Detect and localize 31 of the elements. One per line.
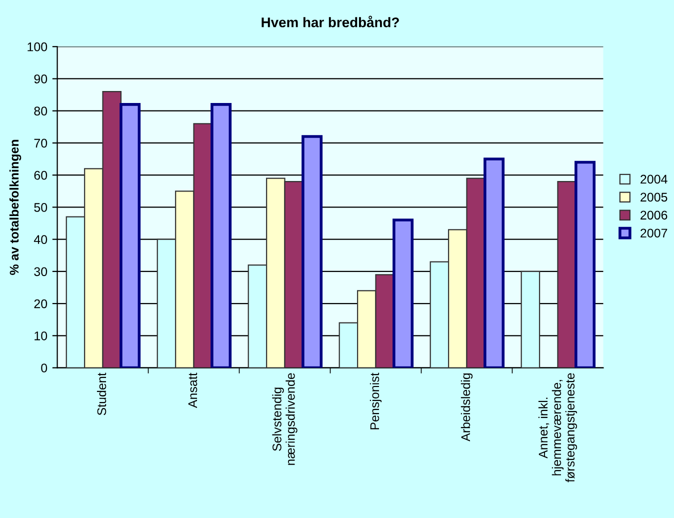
legend-label: 2006: [640, 210, 668, 220]
y-tick-label: 40: [34, 235, 48, 244]
y-tick-label: 10: [34, 331, 48, 340]
bar: [574, 160, 596, 368]
bar: [210, 103, 232, 368]
y-tick-label: 20: [34, 299, 48, 308]
bar: [120, 103, 141, 368]
y-tick-label: 60: [34, 170, 48, 180]
y-tick-label: 50: [34, 203, 48, 212]
chart-title: Hvem har bredbånd?: [262, 16, 399, 28]
x-tick-label: Selvstendig næringsdrivende: [272, 373, 298, 465]
bar: [520, 270, 540, 368]
bar: [392, 218, 414, 368]
y-tick-label: 30: [34, 267, 48, 276]
x-tick-label: Arbeidsledig: [460, 373, 473, 442]
bar: [557, 180, 576, 368]
legend-label: 2005: [640, 192, 668, 202]
x-tick-label: Student: [96, 372, 106, 416]
x-tick-label: Ansatt: [188, 372, 198, 408]
x-tick-label: Annet, inkl. hjemmeværende, førstegangstjeneste: [538, 373, 578, 482]
y-tick-label: 80: [34, 106, 48, 116]
legend-label: 2004: [640, 174, 668, 184]
bar: [302, 135, 323, 368]
y-tick-label: 100: [28, 42, 48, 52]
y-axis-title: % av totalbefolkningen: [9, 140, 22, 275]
y-tick-label: 90: [34, 74, 48, 84]
legend-label: 2007: [640, 228, 668, 238]
x-tick-label: Pensjonist: [370, 372, 382, 430]
y-tick-label: 70: [34, 138, 48, 148]
y-tick-label: 0: [41, 364, 48, 372]
bar: [484, 158, 505, 368]
